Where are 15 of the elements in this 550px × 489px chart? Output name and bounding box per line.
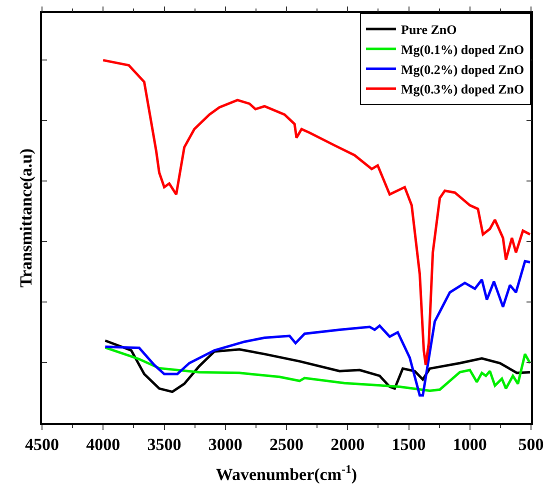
- legend-label: Pure ZnO: [401, 22, 457, 38]
- x-tick-label: 3000: [208, 435, 242, 454]
- legend-label: Mg(0.2%) doped ZnO: [401, 62, 524, 77]
- legend-label: Mg(0.1%) doped ZnO: [401, 42, 524, 57]
- x-axis-title: Wavenumber(cm$^{-1}$): [216, 462, 358, 484]
- legend-label: Mg(0.3%) doped ZnO: [401, 82, 524, 97]
- x-tick-label: 4000: [86, 435, 120, 454]
- x-tick-label: 4500: [25, 435, 59, 454]
- x-tick-label: 2000: [330, 435, 365, 454]
- x-tick-label: 2500: [270, 435, 304, 454]
- x-tick-label: 3500: [147, 435, 182, 454]
- x-tick-label: 1500: [392, 435, 426, 454]
- x-tick-label: 1000: [452, 435, 487, 454]
- y-axis-title: Transmittance(a.u): [16, 148, 36, 288]
- x-tick-label: 500: [518, 435, 544, 454]
